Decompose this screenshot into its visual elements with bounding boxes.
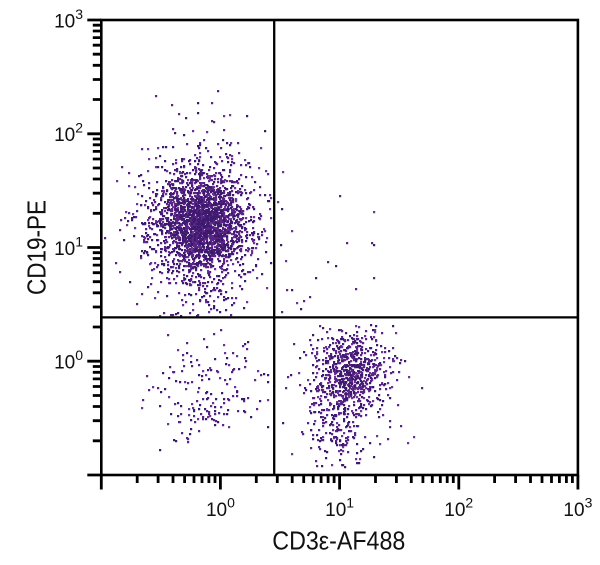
svg-text:103: 103 [54,6,83,33]
svg-text:101: 101 [54,233,83,260]
svg-text:100: 100 [54,347,83,374]
svg-text:CD19-PE: CD19-PE [21,200,51,295]
svg-text:103: 103 [563,495,592,522]
svg-text:101: 101 [325,495,354,522]
svg-text:100: 100 [206,495,235,522]
svg-text:102: 102 [54,120,83,147]
svg-text:102: 102 [444,495,473,522]
svg-text:CD3ε-AF488: CD3ε-AF488 [272,526,405,556]
